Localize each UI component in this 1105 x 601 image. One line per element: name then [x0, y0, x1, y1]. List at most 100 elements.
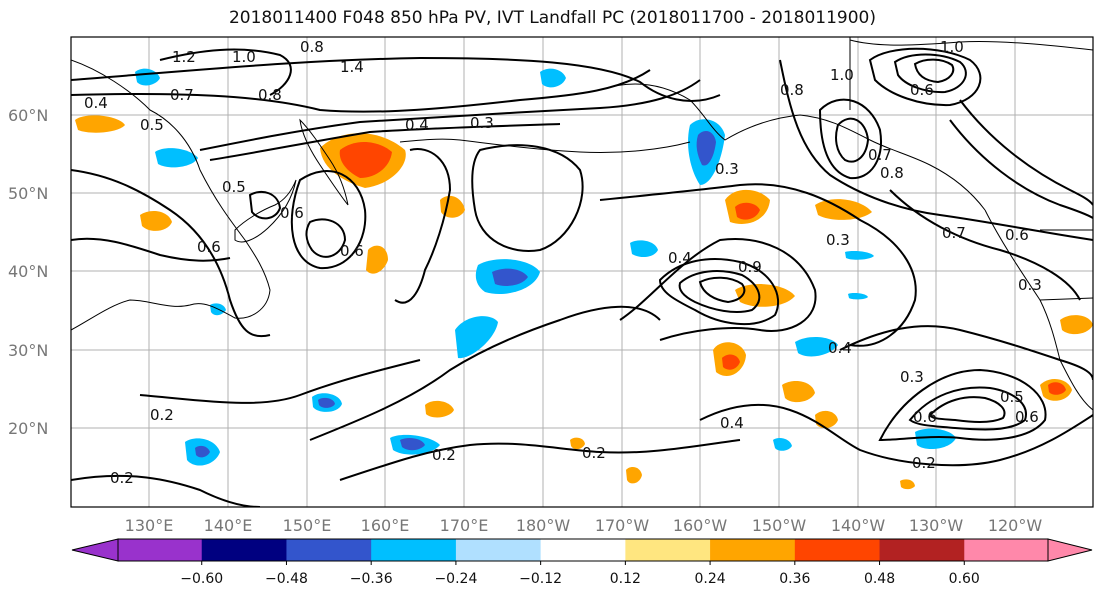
pv-negative-area	[845, 251, 874, 260]
ivt-contour	[779, 59, 1093, 241]
colorbar-tick-label: 0.12	[610, 571, 641, 587]
pv-positive-area	[570, 437, 585, 450]
ivt-contour	[71, 69, 651, 113]
map-title: 2018011400 F048 850 hPa PV, IVT Landfall…	[228, 8, 876, 28]
ivt-contour	[658, 258, 780, 326]
contour-label: 0.3	[826, 231, 850, 249]
contour-label: 0.8	[780, 81, 804, 99]
pv-positive-area	[75, 115, 125, 133]
contour-label: 0.2	[110, 469, 134, 487]
contour-label: 0.8	[258, 86, 282, 104]
coastline-alaska	[599, 83, 986, 211]
colorbar-segment	[455, 539, 542, 561]
colorbar-segment	[879, 539, 965, 561]
pv-negative-area	[848, 293, 868, 300]
lon-label: 130°E	[125, 516, 174, 535]
pv-positive-core	[1048, 382, 1066, 395]
contour-label: 0.4	[405, 116, 429, 134]
ivt-contour	[305, 218, 347, 258]
ivt-contour	[139, 359, 421, 404]
contour-label: 0.4	[720, 414, 744, 432]
coastline-aleutians	[399, 138, 691, 154]
contour-label: 0.8	[300, 38, 324, 56]
pv-positive-area	[425, 400, 454, 418]
ivt-contour	[699, 403, 1093, 467]
pv-positive-area	[366, 245, 388, 274]
contour-label: 0.2	[150, 406, 174, 424]
colorbar-frame	[117, 538, 1049, 562]
contour-label: 0.7	[868, 146, 892, 164]
contour-label: 0.3	[470, 114, 494, 132]
pv-positive-area	[1060, 315, 1093, 335]
lon-label: 170°W	[595, 516, 650, 535]
pv-negative-core	[696, 130, 716, 166]
lon-label: 160°W	[673, 516, 728, 535]
ivt-contour	[835, 117, 870, 163]
contour-label: 0.3	[715, 160, 739, 178]
coastline-canada-north	[849, 39, 1093, 51]
pv-negative-core	[195, 445, 210, 458]
lon-label: 130°W	[909, 516, 964, 535]
ivt-contour	[889, 189, 1081, 301]
lon-label: 140°W	[831, 516, 886, 535]
colorbar-tick-label: −0.12	[519, 571, 562, 587]
coastline-north-america	[984, 209, 1093, 411]
lon-label: 180°W	[516, 516, 571, 535]
contour-label: 1.2	[172, 48, 196, 66]
contour-label: 0.9	[738, 258, 762, 276]
pv-negative-area	[455, 316, 498, 359]
pv-negative-core	[492, 268, 528, 286]
colorbar-segment	[540, 539, 626, 561]
colorbar-min-arrow	[71, 538, 119, 562]
contour-label: 1.0	[232, 48, 256, 66]
coastline-kamchatka	[299, 118, 349, 206]
colorbar-tick-label: −0.60	[180, 571, 223, 587]
ivt-contour	[71, 237, 231, 262]
contour-label: 0.6	[910, 81, 934, 99]
contour-label: 1.0	[940, 38, 964, 56]
pv-positive-core	[722, 354, 740, 370]
ivt-contour	[839, 325, 1093, 381]
pv-negative-area	[540, 68, 566, 88]
contour-label: 0.2	[912, 454, 936, 472]
ivt-contour	[199, 79, 701, 151]
ivt-contour	[248, 190, 282, 220]
ivt-contour	[818, 98, 882, 180]
pv-negative-area	[155, 148, 198, 168]
lon-label: 170°E	[440, 516, 489, 535]
ivt-contour	[928, 396, 1006, 423]
lat-label: 20°N	[8, 419, 48, 438]
lon-label: 150°E	[283, 516, 332, 535]
ivt-contour	[309, 305, 661, 441]
contour-label: 0.3	[1018, 276, 1042, 294]
pv-negative-area	[915, 428, 956, 450]
contour-label: 0.2	[432, 446, 456, 464]
ivt-contour	[698, 276, 746, 304]
ivt-contour	[678, 270, 761, 313]
political-boundary	[849, 37, 1093, 301]
ivt-contour	[209, 123, 561, 161]
ivt-contour	[913, 58, 955, 84]
pv-positive-area	[900, 479, 915, 490]
colorbar-tick-label: −0.36	[350, 571, 393, 587]
coastline-asia	[71, 59, 271, 331]
colorbar-tick-label: 0.24	[695, 571, 726, 587]
pv-positive-area	[782, 381, 815, 403]
contour-label: 0.5	[222, 178, 246, 196]
lon-label: 140°E	[204, 516, 253, 535]
lat-label: 30°N	[8, 341, 48, 360]
pv-positive-area	[626, 467, 642, 484]
colorbar-segment	[286, 539, 372, 561]
contour-label: 0.2	[582, 444, 606, 462]
colorbar-segment	[794, 539, 881, 561]
contour-label: 1.4	[340, 58, 364, 76]
contour-label: 0.6	[1015, 408, 1039, 426]
lon-label: 120°W	[988, 516, 1043, 535]
ivt-contour-layer	[71, 47, 1093, 507]
colorbar-tick-label: 0.48	[864, 571, 895, 587]
pv-positive-area	[140, 210, 172, 231]
contour-label: 0.6	[1005, 226, 1029, 244]
contour-label: 0.4	[828, 339, 852, 357]
ivt-contour	[959, 99, 1093, 206]
map-layers	[71, 37, 1093, 507]
